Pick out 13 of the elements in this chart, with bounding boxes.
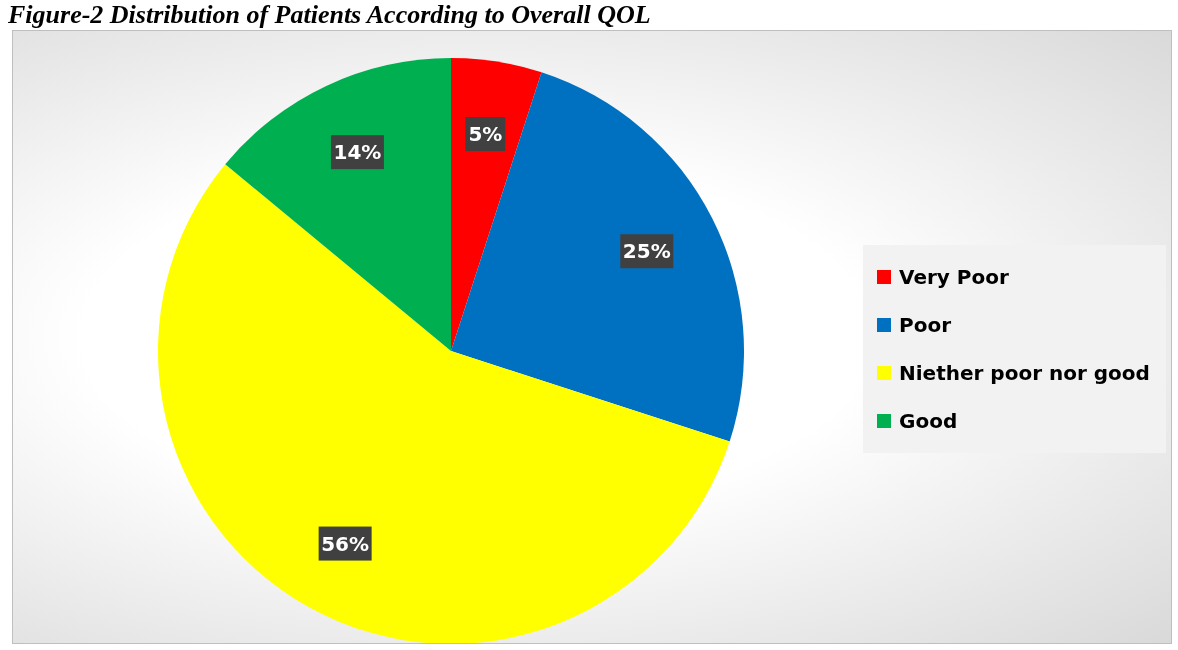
data-label: 5% bbox=[468, 121, 503, 146]
legend-label: Very Poor bbox=[899, 265, 1009, 289]
legend-label: Good bbox=[899, 409, 958, 433]
data-label: 25% bbox=[622, 239, 671, 264]
data-label: 56% bbox=[321, 531, 370, 556]
pie-slice bbox=[451, 72, 744, 442]
legend-label: Niether poor nor good bbox=[899, 361, 1150, 385]
pie-slice bbox=[158, 164, 730, 643]
legend-label: Poor bbox=[899, 313, 952, 337]
data-label: 14% bbox=[333, 140, 382, 165]
pie-slice bbox=[451, 58, 542, 351]
pie-slice bbox=[225, 58, 451, 351]
chart-title: Figure-2 Distribution of Patients According to Overall QOL bbox=[8, 0, 652, 30]
